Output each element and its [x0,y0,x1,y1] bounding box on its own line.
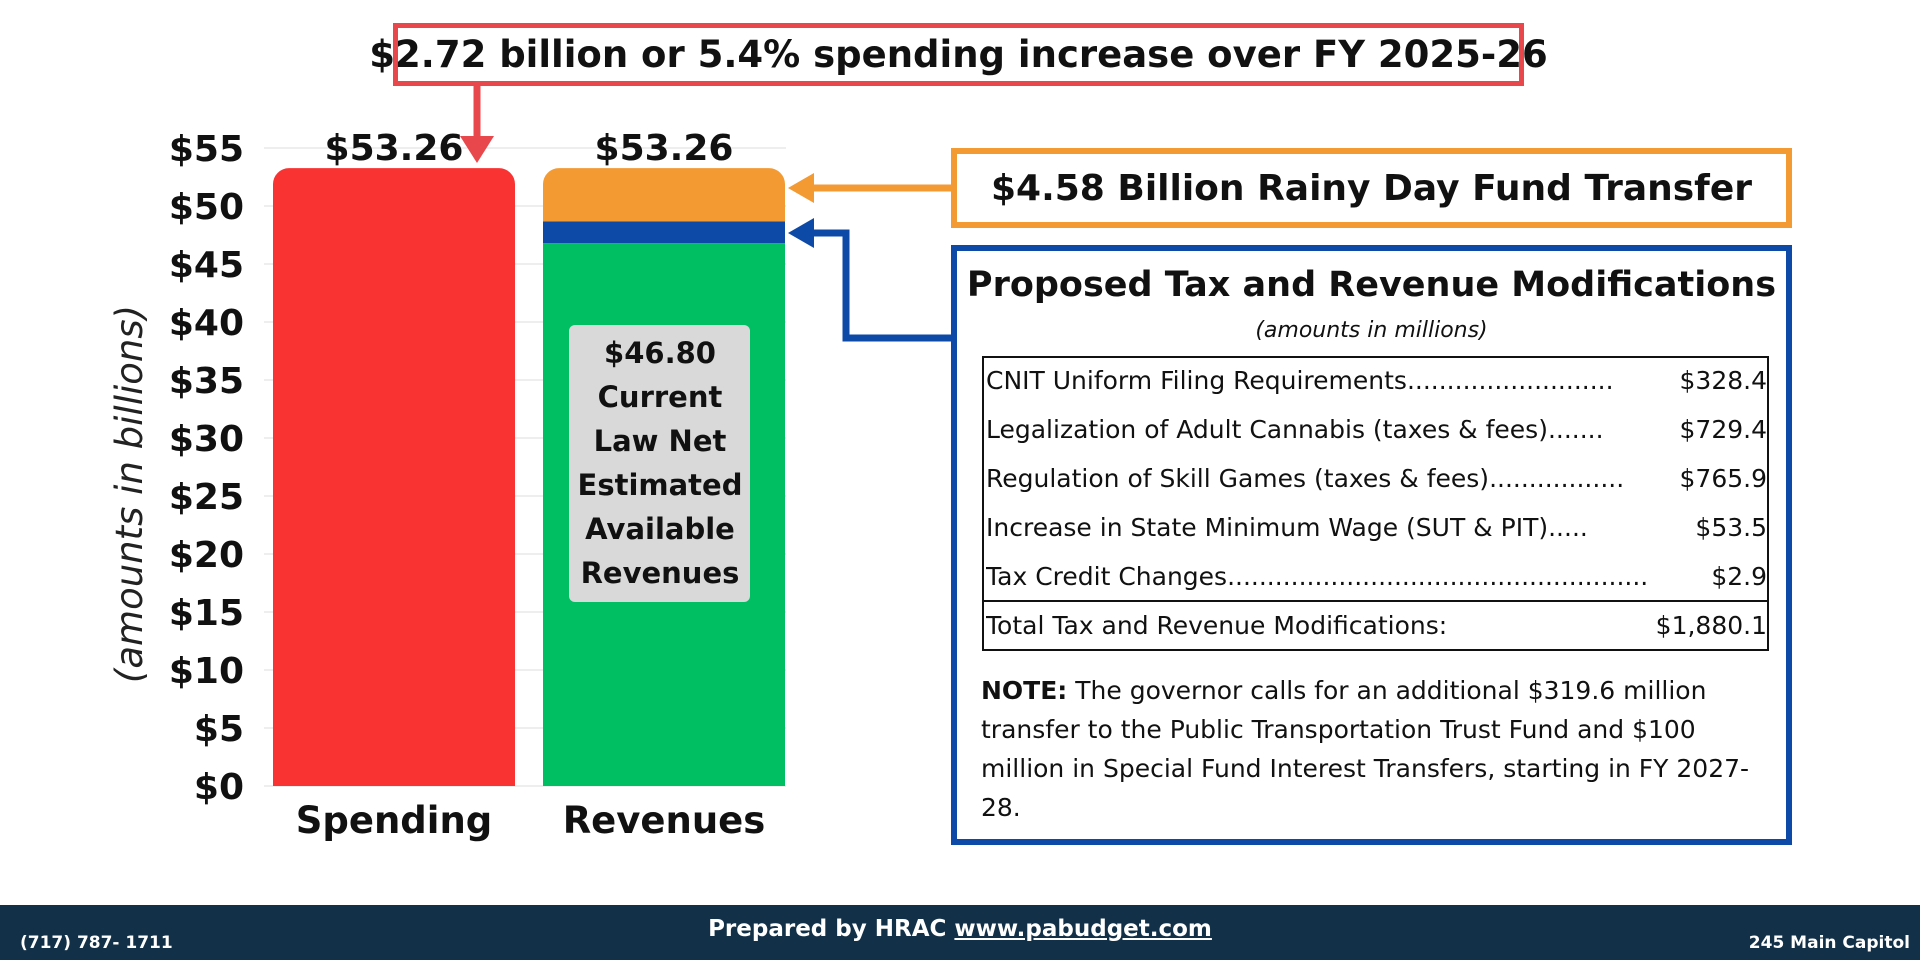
y-axis-ticks: $0 $5 $10 $15 $20 $25 $30 $35 $40 $45 $50 $55 [169,129,244,808]
revenue-segment-rainy-day-base [543,188,785,222]
y-tick-label: $35 [169,361,244,402]
table-row: Tax Credit Changes......................… [984,554,1767,603]
row-label: CNIT Uniform Filing Requirements [986,366,1407,395]
budget-bar-chart: $0 $5 $10 $15 $20 $25 $30 $35 $40 $45 $50 $55 (amou… [108,86,951,842]
row-value: $2.9 [1711,562,1767,591]
website-link[interactable]: www.pabudget.com [954,916,1212,942]
table-row: Legalization of Adult Cannabis (taxes & … [984,407,1767,456]
table-row: Regulation of Skill Games (taxes & fees)… [984,456,1767,505]
row-leader-dots: ................. [1489,464,1625,493]
row-label: Increase in State Minimum Wage (SUT & PI… [986,513,1549,542]
y-tick-label: $20 [169,535,244,576]
footer-phone: (717) 787- 1711 [20,933,173,953]
row-label: Tax Credit Changes [986,562,1228,591]
current-law-label-line: Current [598,380,723,414]
modifications-arrow-head [788,218,814,248]
footer-bar: (717) 787- 1711 Prepared by HRAC www.pab… [0,905,1920,960]
y-tick-label: $45 [169,245,244,286]
rainy-day-fund-box: $4.58 Billion Rainy Day Fund Transfer [951,148,1792,228]
row-leader-dots: ..... [1548,513,1588,542]
row-value: $53.5 [1695,513,1767,542]
table-row: CNIT Uniform Filing Requirements........… [984,358,1767,407]
category-label: Spending [296,799,493,842]
prepared-by-text: Prepared by HRAC [708,916,947,942]
y-tick-label: $0 [194,767,244,808]
current-law-label-line: Estimated [578,468,743,502]
row-leader-dots: ....... [1547,415,1604,444]
current-law-label-line: Law Net [594,424,727,458]
modifications-subtitle: (amounts in millions) [1255,318,1488,343]
y-tick-label: $40 [169,303,244,344]
callout-arrows [460,86,951,342]
spending-increase-text: $2.72 billion or 5.4% spending increase … [369,33,1548,76]
modifications-table: CNIT Uniform Filing Requirements........… [982,356,1769,651]
rainy-day-fund-text: $4.58 Billion Rainy Day Fund Transfer [990,167,1753,209]
total-row: Total Tax and Revenue Modifications: $1,… [984,603,1767,652]
y-tick-label: $55 [169,129,244,170]
y-tick-label: $25 [169,477,244,518]
row-value: $765.9 [1679,464,1767,493]
rainy-day-arrow-head [788,173,814,203]
y-tick-label: $10 [169,651,244,692]
current-law-label-line: Revenues [581,556,740,590]
note-text: The governor calls for an additional $31… [981,676,1750,822]
total-label: Total Tax and Revenue Modifications: [986,611,1448,640]
spending-arrow-head [460,136,494,163]
total-value: $1,880.1 [1655,611,1767,640]
row-leader-dots: .......................... [1406,366,1614,395]
y-tick-label: $50 [169,187,244,228]
bar-total-label: $53.26 [595,128,734,169]
tax-revenue-modifications-box: Proposed Tax and Revenue Modifications (… [951,245,1792,845]
current-law-label-line: Available [585,512,735,546]
note-label: NOTE: [981,676,1068,705]
y-tick-label: $5 [194,709,244,750]
spending-increase-callout: $2.72 billion or 5.4% spending increase … [369,23,1548,86]
footer-address: 245 Main Capitol [1748,933,1910,953]
row-label: Regulation of Skill Games (taxes & fees) [986,464,1490,493]
row-value: $729.4 [1679,415,1767,444]
current-law-label-box [569,325,750,602]
revenue-segment-modifications [543,221,785,244]
footer-credit: Prepared by HRAC www.pabudget.com [0,916,1920,942]
current-law-label-line: $46.80 [604,336,716,370]
y-tick-label: $15 [169,593,244,634]
total-divider [984,600,1767,602]
bars: $53.26 $53.26 Spending Revenues $46.80 Curren… [273,128,785,842]
row-leader-dots: ........................................… [1227,562,1646,591]
modifications-title: Proposed Tax and Revenue Modifications [966,265,1777,305]
note-paragraph: NOTE: The governor calls for an addition… [981,671,1771,827]
spending-bar-base [273,188,515,786]
y-axis-label: (amounts in billions) [108,305,151,683]
y-tick-label: $30 [169,419,244,460]
table-row: Increase in State Minimum Wage (SUT & PI… [984,505,1767,554]
modifications-arrow-line [812,229,951,342]
row-label: Legalization of Adult Cannabis (taxes & … [986,415,1548,444]
row-value: $328.4 [1679,366,1767,395]
bar-total-label: $53.26 [325,128,464,169]
category-label: Revenues [563,799,766,842]
